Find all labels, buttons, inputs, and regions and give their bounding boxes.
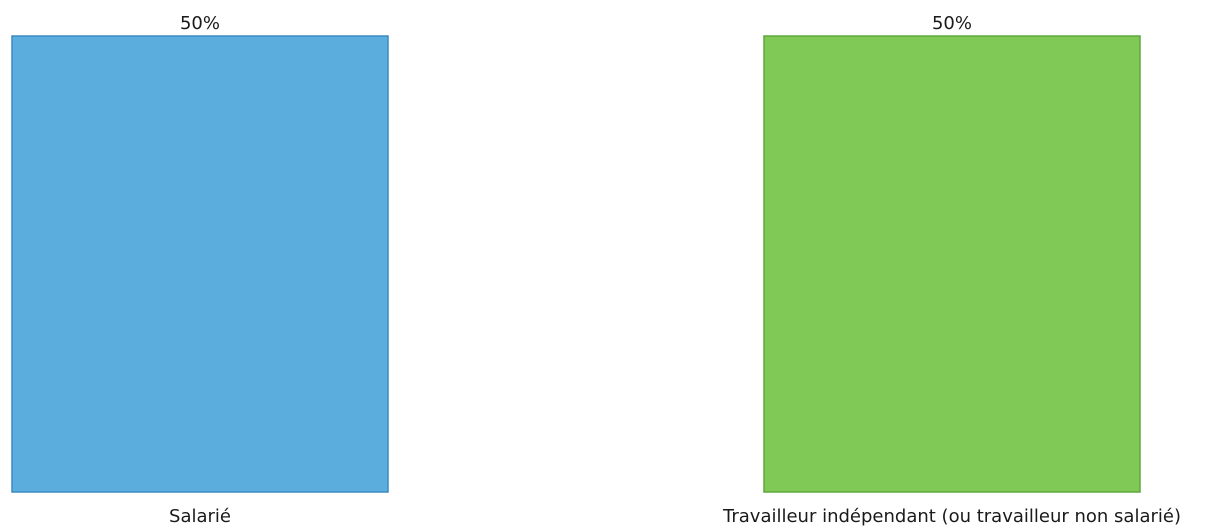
data-label-1: 50% xyxy=(932,13,972,34)
bar-0 xyxy=(11,35,389,493)
data-label-0: 50% xyxy=(180,13,220,34)
category-label-0: Salarié xyxy=(169,506,231,527)
bar-1 xyxy=(763,35,1141,493)
category-label-1: Travailleur indépendant (ou travailleur … xyxy=(722,506,1181,527)
data-labels-group: 50% 50% xyxy=(180,13,972,34)
bars-group xyxy=(11,35,1141,493)
category-labels-group: Salarié Travailleur indépendant (ou trava… xyxy=(169,506,1181,527)
